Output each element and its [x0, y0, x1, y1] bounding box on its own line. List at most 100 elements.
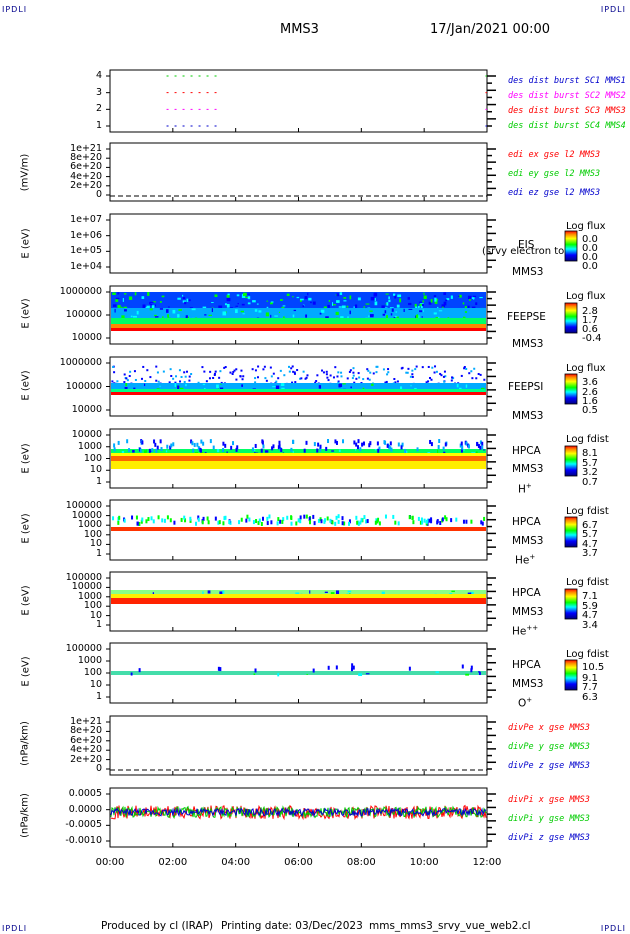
heatmap-pixel [334, 521, 337, 526]
heatmap-pixel [290, 367, 293, 370]
legend-entry: edi ex gse l2 MMS3 [508, 150, 601, 160]
heatmap-pixel [478, 671, 481, 676]
heatmap-pixel [142, 304, 146, 309]
heatmap-pixel [411, 515, 414, 520]
heatmap-pixel [169, 518, 172, 523]
heatmap-pixel [421, 316, 423, 318]
heatmap-pixel [337, 519, 340, 524]
heatmap-band [111, 598, 486, 604]
heatmap-pixel [399, 386, 403, 390]
heatmap-pixel [310, 301, 312, 304]
heatmap-pixel [428, 376, 431, 379]
heatmap-pixel [417, 516, 420, 521]
heatmap-pixel [307, 292, 309, 296]
heatmap-pixel [247, 293, 250, 295]
heatmap-pixel [352, 367, 355, 370]
heatmap-pixel [152, 592, 155, 595]
heatmap-pixel [375, 365, 378, 368]
heatmap-pixel [342, 383, 346, 385]
heatmap-pixel [368, 315, 370, 318]
heatmap-pixel [338, 306, 342, 308]
ylabel-divpe: (nPa/km) [19, 721, 31, 766]
panel-frame [109, 142, 488, 202]
heatmap-pixel [208, 314, 212, 317]
heatmap-pixel [478, 671, 480, 673]
heatmap-pixel [465, 384, 468, 388]
heatmap-pixel [352, 371, 355, 374]
heatmap-pixel [414, 368, 417, 371]
heatmap-pixel [438, 310, 443, 312]
colorbar-value: 0.7 [582, 477, 598, 488]
heatmap-pixel [117, 304, 121, 309]
heatmap-pixel [366, 377, 369, 380]
heatmap-pixel [369, 310, 373, 312]
heatmap-pixel [183, 380, 186, 383]
colorbar-value: 7.1 [582, 591, 598, 602]
heatmap-pixel [197, 517, 200, 522]
heatmap-pixel [433, 295, 437, 298]
heatmap-pixel [374, 520, 377, 525]
heatmap-pixel [363, 515, 366, 520]
spacecraft-hpca-hepp: MMS3 [512, 606, 544, 618]
heatmap-pixel [408, 308, 413, 310]
instrument-hpca-h: HPCA [512, 445, 541, 457]
heatmap-pixel [223, 366, 226, 369]
species-hpca-o: O+ [518, 696, 533, 710]
heatmap-pixel [444, 515, 447, 520]
heatmap-pixel [272, 444, 275, 449]
heatmap-pixel [315, 380, 318, 383]
heatmap-pixel [331, 450, 335, 452]
heatmap-pixel [145, 306, 148, 309]
heatmap-pixel [246, 514, 249, 519]
heatmap-pixel [214, 294, 218, 297]
heatmap-pixel [376, 519, 379, 524]
heatmap-pixel [226, 294, 230, 298]
heatmap-pixel [166, 309, 169, 313]
heatmap-pixel [365, 673, 370, 675]
heatmap-pixel [371, 383, 374, 386]
heatmap-pixel [422, 300, 424, 303]
heatmap-pixel [114, 308, 116, 313]
colorbar-value: 0.5 [582, 405, 598, 416]
heatmap-pixel [349, 310, 351, 315]
heatmap-pixel [415, 314, 419, 318]
heatmap-pixel [219, 667, 222, 672]
heatmap-pixel [349, 369, 352, 372]
heatmap-pixel [177, 314, 180, 318]
heatmap-pixel [206, 516, 209, 521]
heatmap-pixel [450, 379, 453, 382]
heatmap-pixel [143, 450, 147, 454]
heatmap-pixel [135, 515, 138, 520]
heatmap-pixel [138, 668, 141, 673]
heatmap-pixel [430, 378, 433, 381]
heatmap-pixel [235, 309, 238, 314]
heatmap-pixel [465, 519, 468, 524]
heatmap-pixel [172, 377, 175, 380]
heatmap-pixel [185, 370, 188, 373]
heatmap-pixel [481, 445, 484, 450]
heatmap-pixel [224, 515, 227, 520]
heatmap-pixel [254, 668, 257, 673]
heatmap-pixel [420, 517, 423, 522]
heatmap-pixel [112, 516, 115, 521]
heatmap-pixel [460, 441, 463, 446]
x-tick-label: 12:00 [472, 857, 502, 868]
heatmap-pixel [312, 668, 315, 673]
heatmap-pixel [296, 296, 300, 299]
heatmap-pixel [130, 315, 133, 318]
heatmap-pixel [304, 296, 308, 300]
heatmap-pixel [270, 314, 272, 318]
colorbar-value: 0.0 [582, 243, 598, 254]
heatmap-band [111, 461, 486, 469]
heatmap-band [111, 449, 486, 453]
divpi-series-line [110, 805, 487, 819]
heatmap-pixel [338, 449, 341, 452]
heatmap-pixel [283, 316, 285, 319]
heatmap-pixel [125, 377, 128, 380]
heatmap-pixel [304, 377, 307, 380]
heatmap-pixel [429, 439, 432, 444]
heatmap-pixel [373, 293, 377, 297]
heatmap-pixel [202, 383, 206, 386]
heatmap-pixel [282, 517, 285, 522]
heatmap-pixel [203, 370, 206, 373]
